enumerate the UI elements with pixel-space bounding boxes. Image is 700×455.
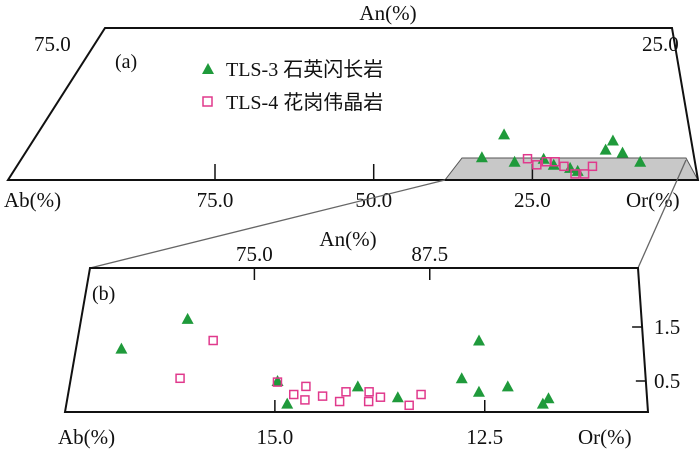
panel-a-tick-label: 25.0 [514,188,551,212]
tls3-point [498,128,511,140]
panel-b-bottom-tick-label: 12.5 [466,425,503,449]
tls4-point [341,387,351,397]
panel-b-bottom-ticks: 15.0 12.5 [257,400,503,449]
tls4-point [175,373,185,384]
tls4-point [288,389,299,400]
legend-entry-tls3: TLS-3 石英闪长岩 [226,58,383,81]
tls3-point [599,143,612,155]
panel-b-ab-label: Ab(%) [58,425,115,449]
panel-a-tick-label: 75.0 [197,188,234,212]
tls3-point [616,146,629,158]
tls4-point [334,396,345,407]
tls3-point [547,158,560,170]
panel-a-trapezoid [6,27,700,181]
tls3-point [542,392,555,404]
panel-a-bottom-ticks: 75.0 50.0 25.0 [197,164,551,212]
tls4-point [416,389,426,400]
legend-square-marker [202,96,213,107]
tls4-point [375,392,386,402]
panel-b-label: (b) [92,283,115,305]
panel-b: (b) An(%) Ab(%) Or(%) 75.0 87.5 15.0 12.5 … [58,227,680,449]
legend-entry-tls4: TLS-4 花岗伟晶岩 [226,91,383,114]
panel-b-top-tick-label: 87.5 [411,242,448,266]
tls4-point [317,391,328,401]
tls3-point [115,342,128,354]
legend-triangle-marker [202,63,214,74]
panel-b-bottom-tick-label: 15.0 [257,425,294,449]
panel-b-trapezoid [63,267,650,413]
tls4-point [272,377,283,387]
tls3-point [634,155,647,167]
tls4-point [570,169,580,179]
tls3-point [475,151,488,163]
panel-b-or-label: Or(%) [578,425,632,449]
panel-a-top-right-tick: 25.0 [642,32,679,56]
tls3-point [181,312,194,324]
tls4-point [532,160,542,170]
tls4-point [587,161,598,172]
panel-a-top-left-tick: 75.0 [34,32,71,56]
tls4-point [300,395,310,405]
panel-b-top-tick-label: 75.0 [236,242,273,266]
zoom-connector-left [89,179,446,269]
tls4-point [404,400,414,411]
panel-b-top-label: An(%) [319,227,376,251]
tls4-point [301,381,311,392]
tls4-point [208,335,218,346]
panel-a-or-label: Or(%) [626,188,680,212]
panel-a-ab-label: Ab(%) [4,188,61,212]
tls3-point [472,385,485,397]
panel-a: (a) An(%) 75.0 25.0 Ab(%) Or(%) 75.0 50.0… [4,1,700,212]
panel-b-right-tick-label: 0.5 [654,369,680,393]
tls4-point [522,153,533,164]
tls4-point [541,157,552,167]
panel-b-top-ticks: 75.0 87.5 [236,242,448,280]
tls3-point [281,397,294,409]
tls3-point [455,372,468,384]
zoom-connector-right [637,159,687,269]
panel-a-points [475,128,647,179]
panel-b-points [115,312,555,411]
tls4-point [550,157,560,167]
tls3-point [501,380,514,392]
panel-b-right-tick-label: 1.5 [654,315,680,339]
panel-b-right-ticks: 1.5 0.5 [632,315,680,393]
tls3-point [391,391,404,403]
tls3-point [508,155,521,167]
tls3-point [351,380,364,392]
legend: TLS-3 石英闪长岩 TLS-4 花岗伟晶岩 [202,58,383,114]
tls4-point [579,169,590,179]
tls4-point [364,387,374,397]
tls4-point [363,396,374,407]
panel-a-label: (a) [115,51,137,73]
tls3-point [606,134,619,146]
tls4-point [559,161,569,172]
panel-a-tick-label: 50.0 [355,188,392,212]
tls3-point [271,375,284,386]
tls3-point [473,334,486,346]
panel-a-top-label: An(%) [359,1,416,25]
